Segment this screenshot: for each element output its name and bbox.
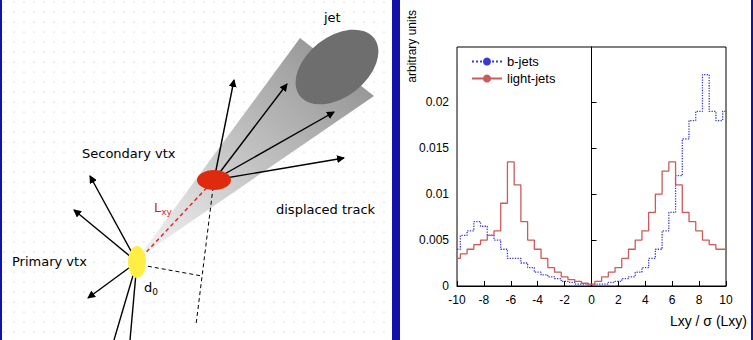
svg-text:Lxy / σ (Lxy): Lxy / σ (Lxy) — [670, 313, 747, 329]
svg-text:0.01: 0.01 — [426, 187, 450, 201]
svg-text:-2: -2 — [559, 293, 570, 307]
svg-text:light-jets: light-jets — [507, 71, 556, 86]
svg-text:Secondary vtx: Secondary vtx — [82, 146, 176, 161]
svg-text:b-jets: b-jets — [507, 54, 539, 69]
svg-text:-6: -6 — [505, 293, 516, 307]
svg-text:Primary vtx: Primary vtx — [12, 254, 87, 269]
svg-text:2: 2 — [615, 293, 622, 307]
svg-text:4: 4 — [642, 293, 649, 307]
svg-text:0: 0 — [442, 279, 449, 293]
svg-text:8: 8 — [696, 293, 703, 307]
svg-text:displaced track: displaced track — [276, 202, 376, 217]
svg-text:Lxy: Lxy — [154, 200, 173, 217]
svg-text:d0: d0 — [144, 280, 158, 297]
svg-text:-10: -10 — [448, 293, 466, 307]
svg-text:0.02: 0.02 — [426, 95, 450, 109]
svg-text:0.015: 0.015 — [419, 141, 449, 155]
svg-text:-4: -4 — [532, 293, 543, 307]
svg-text:arbitrary units: arbitrary units — [405, 10, 419, 83]
svg-text:10: 10 — [719, 293, 733, 307]
svg-text:-8: -8 — [479, 293, 490, 307]
svg-text:6: 6 — [669, 293, 676, 307]
svg-text:0.005: 0.005 — [419, 233, 449, 247]
svg-text:jet: jet — [323, 10, 341, 25]
svg-text:0: 0 — [588, 293, 595, 307]
